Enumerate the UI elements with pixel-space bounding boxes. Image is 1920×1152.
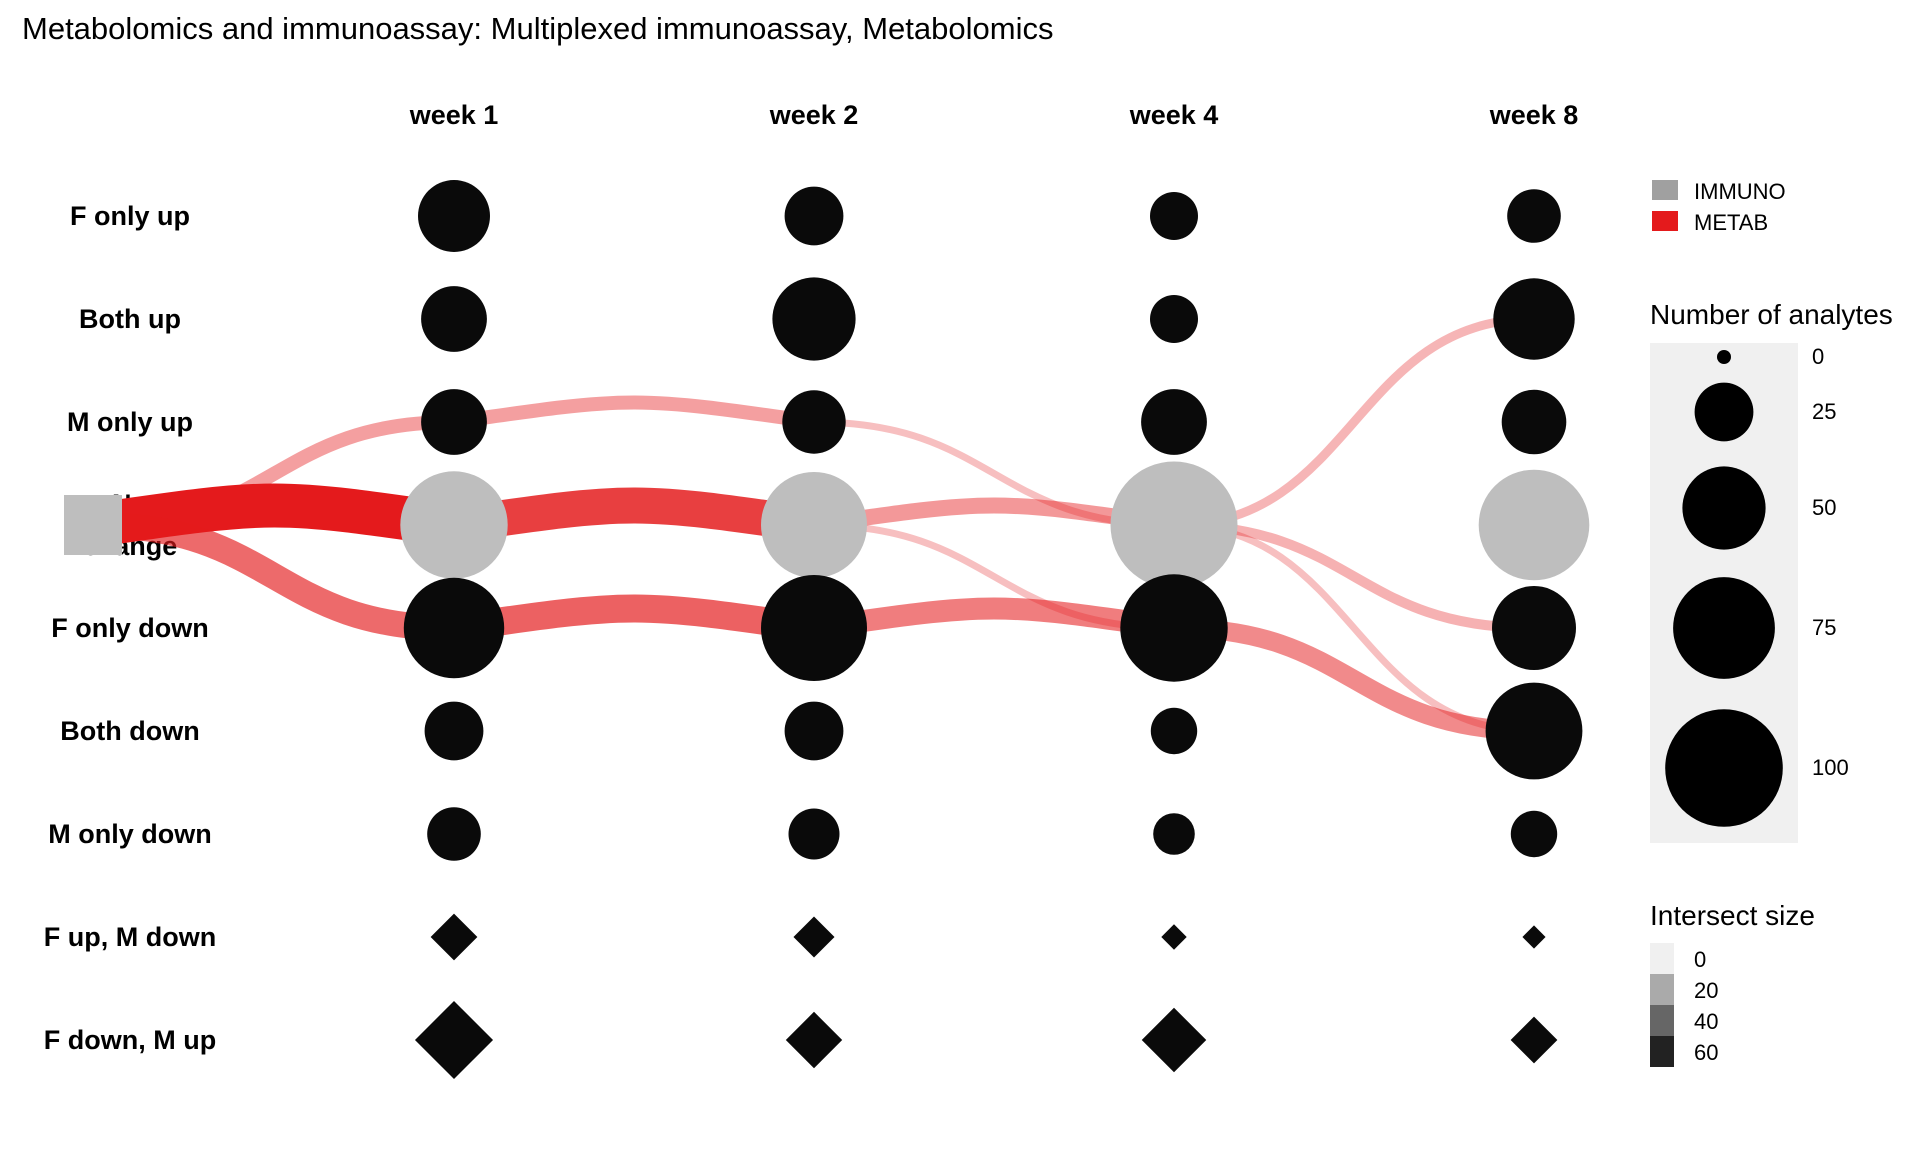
intersect-legend-label-0: 0 (1694, 947, 1706, 972)
node-week-4-both-up (1150, 295, 1198, 343)
node-week-8-both-up (1493, 278, 1575, 360)
intersect-legend-swatch-40 (1650, 1005, 1674, 1036)
node-week-4-f-only-down (1120, 574, 1228, 682)
flow-ribbons (91, 314, 1535, 741)
node-week-8-no-change (1478, 469, 1590, 581)
node-week-8-f-only-down (1492, 586, 1576, 670)
node-week-1-f-only-down (403, 577, 505, 679)
flow-ribbon-1 (91, 483, 458, 547)
flow-ribbon-7 (812, 497, 1176, 533)
flow-ribbon-5 (451, 594, 817, 642)
size-legend-label-75: 75 (1812, 615, 1836, 640)
column-label-week-8: week 8 (1489, 100, 1579, 130)
size-legend-label-25: 25 (1812, 399, 1836, 424)
node-week-4-f-down-m-up (1141, 1007, 1207, 1073)
row-label-m-only-up: M only up (67, 407, 193, 437)
node-week-1-f-up-m-down (430, 913, 478, 961)
size-legend-circle-0 (1717, 350, 1731, 364)
size-legend-circle-25 (1694, 382, 1754, 442)
node-week-1-m-only-down (427, 807, 481, 861)
node-week-4-m-only-down (1153, 813, 1195, 855)
row-label-f-only-down: F only down (51, 613, 208, 643)
node-week-1-f-down-m-up (414, 1000, 494, 1080)
flow-ribbon-2 (94, 512, 455, 641)
node-week-4-f-only-up (1150, 192, 1198, 240)
chart-title: Metabolomics and immunoassay: Multiplexe… (22, 11, 1053, 46)
column-labels: week 1 week 2 week 4 week 8 (409, 100, 1579, 130)
node-marks (400, 180, 1590, 1080)
flow-ribbon-4 (451, 487, 817, 543)
legend-swatch-metab (1652, 211, 1678, 231)
legend-swatch-immuno (1652, 180, 1678, 200)
size-legend: Number of analytes 0 25 50 75 100 (1650, 299, 1893, 843)
series-legend: IMMUNO METAB (1652, 179, 1786, 235)
start-node-group (64, 495, 122, 555)
intersect-legend-label-60: 60 (1694, 1040, 1718, 1065)
node-week-8-f-down-m-up (1510, 1016, 1558, 1064)
start-node-square (64, 495, 122, 555)
row-label-both-down: Both down (60, 716, 199, 746)
intersect-legend-label-40: 40 (1694, 1009, 1718, 1034)
row-label-both-up: Both up (79, 304, 181, 334)
size-legend-label-50: 50 (1812, 495, 1836, 520)
node-week-2-no-change (761, 472, 867, 578)
flow-ribbon-3 (452, 395, 816, 429)
flow-ribbon-11 (1173, 520, 1535, 633)
node-week-2-f-only-up (784, 186, 844, 246)
column-label-week-1: week 1 (409, 100, 499, 130)
node-week-1-both-up (421, 286, 487, 352)
node-week-8-both-down (1485, 682, 1583, 780)
node-week-8-m-only-down (1510, 810, 1558, 858)
size-legend-label-0: 0 (1812, 344, 1824, 369)
row-label-f-up-m-down: F up, M down (44, 922, 216, 952)
intersect-legend-swatch-60 (1650, 1036, 1674, 1067)
node-week-1-no-change (400, 471, 508, 579)
row-label-f-down-m-up: F down, M up (44, 1025, 216, 1055)
node-week-2-m-only-up (782, 390, 846, 454)
node-week-2-both-up (772, 277, 856, 361)
intersect-legend-swatch-0 (1650, 943, 1674, 974)
node-week-8-m-only-up (1501, 389, 1567, 455)
intersect-legend-label-20: 20 (1694, 978, 1718, 1003)
row-label-f-only-up: F only up (70, 201, 190, 231)
row-label-m-only-down: M only down (48, 819, 211, 849)
node-week-2-m-only-down (788, 808, 840, 860)
node-week-2-f-only-down (761, 575, 867, 681)
node-week-4-no-change (1110, 461, 1238, 589)
node-week-2-both-down (784, 701, 844, 761)
node-week-1-m-only-up (421, 389, 487, 455)
size-legend-label-100: 100 (1812, 755, 1849, 780)
column-label-week-4: week 4 (1129, 100, 1219, 130)
size-legend-circle-50 (1682, 466, 1766, 550)
size-legend-circle-75 (1673, 577, 1775, 679)
flow-ribbon-13 (1173, 618, 1535, 741)
node-week-2-f-down-m-up (785, 1011, 843, 1069)
intersect-legend: Intersect size 0 20 40 60 (1650, 900, 1815, 1067)
node-week-4-f-up-m-down (1161, 924, 1187, 950)
legend-label-metab: METAB (1694, 210, 1768, 235)
intersect-legend-title: Intersect size (1650, 900, 1815, 931)
node-week-4-both-down (1150, 707, 1198, 755)
legend-label-immuno: IMMUNO (1694, 179, 1786, 204)
column-label-week-2: week 2 (769, 100, 859, 130)
node-week-4-m-only-up (1141, 389, 1207, 455)
node-week-8-f-only-up (1507, 189, 1561, 243)
node-week-8-f-up-m-down (1522, 925, 1546, 949)
node-week-1-f-only-up (418, 180, 490, 252)
node-week-2-f-up-m-down (793, 916, 835, 958)
size-legend-title: Number of analytes (1650, 299, 1893, 330)
intersect-legend-swatch-20 (1650, 974, 1674, 1005)
flow-ribbon-6 (813, 418, 1175, 529)
node-week-1-both-down (424, 701, 484, 761)
flow-ribbon-10 (1173, 314, 1535, 530)
flow-ribbon-9 (812, 597, 1176, 639)
size-legend-circle-100 (1665, 709, 1783, 827)
